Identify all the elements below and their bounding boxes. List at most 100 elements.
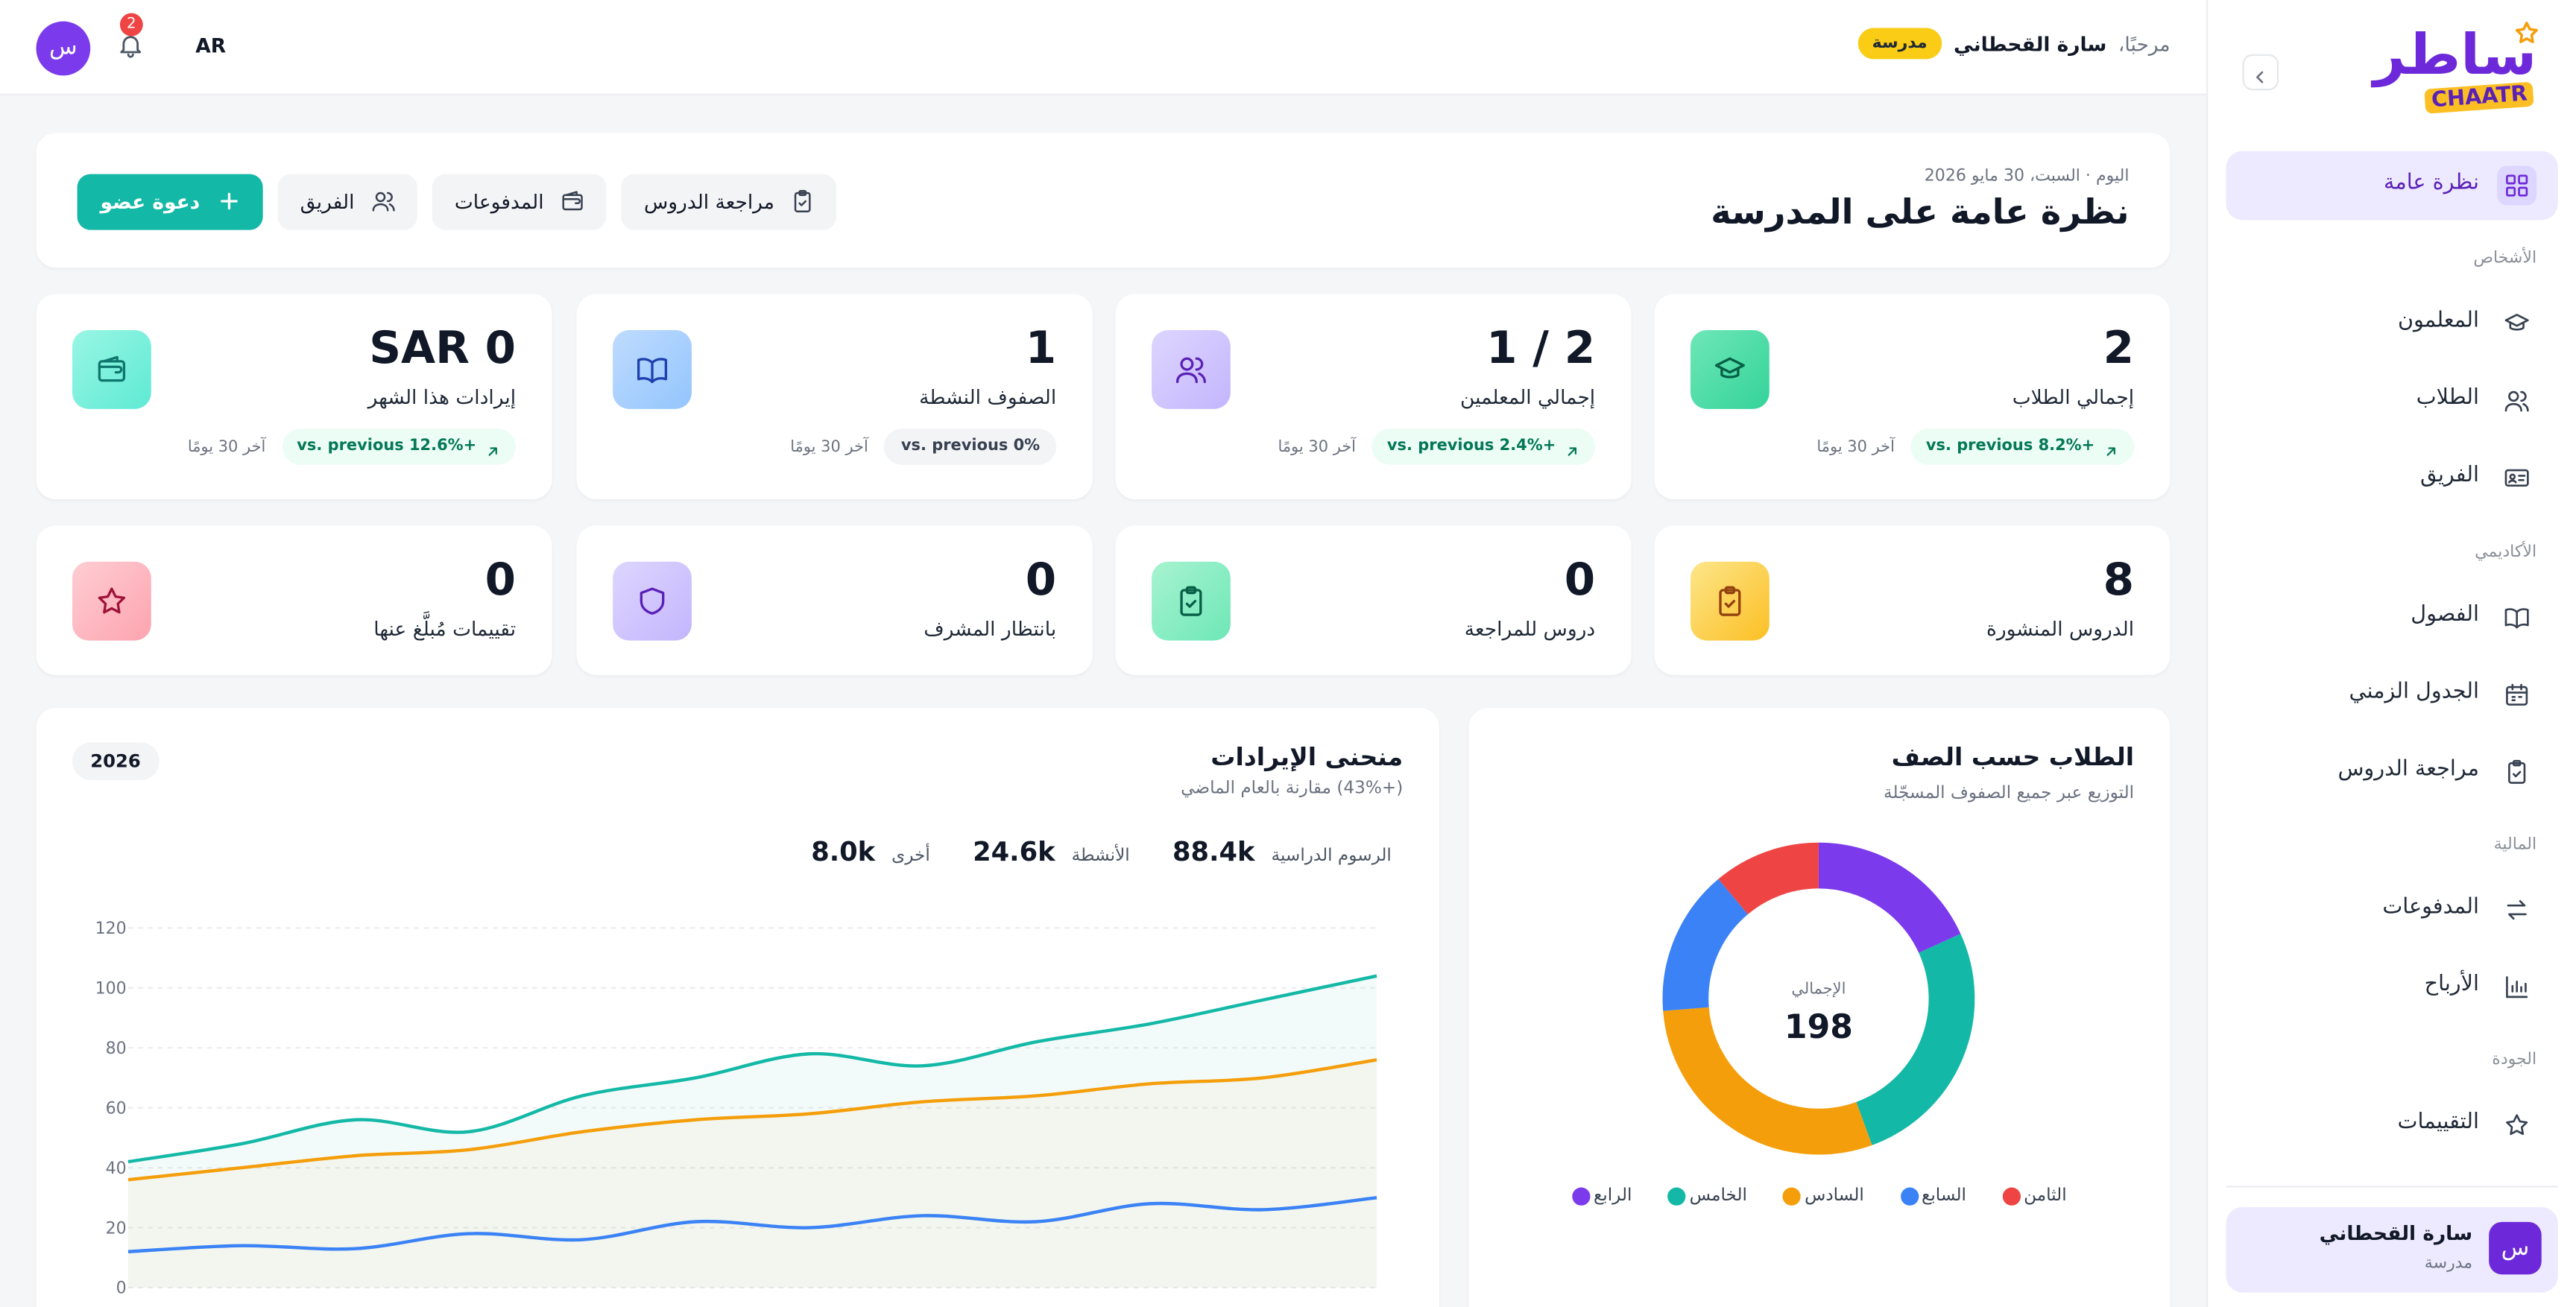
- action-button[interactable]: دعوة عضو: [77, 174, 262, 230]
- avatar[interactable]: س: [36, 21, 91, 76]
- icon-part: [562, 191, 581, 204]
- icon-part: [2507, 899, 2527, 920]
- nav-label: التقييمات: [2397, 1110, 2479, 1136]
- legend-item: الثامن: [2002, 1186, 2067, 1206]
- area-fill: [127, 975, 1377, 1288]
- nav-item[interactable]: الفريق: [2226, 443, 2558, 513]
- legend-label: الرابع: [1593, 1186, 1632, 1206]
- user-card[interactable]: س سارة القحطاني مدرسة: [2226, 1206, 2558, 1293]
- icon-part: [2520, 390, 2529, 412]
- nav-item[interactable]: المدفوعات: [2226, 876, 2558, 945]
- year-badge[interactable]: 2026: [72, 742, 159, 780]
- chart-title: منحنى الإيرادات: [1210, 742, 1404, 772]
- icon-part: [2106, 447, 2115, 456]
- icon: [791, 189, 815, 213]
- icon-part: [1175, 372, 1198, 384]
- grades-card: الطلاب حسب الصف التوزيع عبر جميع الصفوف ا…: [1468, 707, 2171, 1307]
- icon-part: [795, 192, 812, 213]
- icon-part: [1719, 586, 1741, 616]
- nav-label: الفصول: [2411, 602, 2479, 627]
- icon-part: [2256, 71, 2264, 83]
- sidebar: ساطر CHAATR نظرة عامة الأشخاص المعلمون الطلاب…: [2206, 0, 2576, 1307]
- nav-item[interactable]: مراجعة الدروس: [2226, 738, 2558, 807]
- icon-part: [1180, 586, 1202, 616]
- nav-item[interactable]: الفصول: [2226, 583, 2558, 652]
- stat-trend: vs. previous 8.2%+ آخر 30 يومًا: [1816, 428, 2135, 465]
- nav-item[interactable]: التقييمات: [2226, 1091, 2558, 1160]
- collapse-button[interactable]: [2242, 54, 2279, 91]
- header-card: اليوم · السبت، 30 مايو 2026 نظرة عامة على…: [36, 133, 2171, 268]
- nav-item[interactable]: الجدول الزمني: [2226, 660, 2558, 730]
- language[interactable]: AR: [195, 34, 227, 58]
- icon: [484, 438, 501, 456]
- stat-value: 2: [2103, 323, 2135, 375]
- y-tick-label: 60: [106, 1099, 127, 1118]
- stat-value: 0: [1564, 554, 1596, 607]
- nav-label: الجدول الزمني: [2349, 680, 2479, 705]
- icon-part: [386, 192, 395, 212]
- icon: [636, 353, 669, 386]
- legend: الرابع الخامس السادس السابع الثامن: [1468, 1186, 2170, 1206]
- icon-part: [562, 191, 583, 211]
- legend-dot: [1783, 1186, 1802, 1205]
- greeting-text: مرحبًا،: [2118, 31, 2171, 55]
- nav-item[interactable]: المعلمون: [2226, 289, 2558, 358]
- legend-item: السادس: [1783, 1186, 1864, 1206]
- icon-part: [2504, 608, 2529, 629]
- icon-part: [120, 36, 142, 54]
- icon-part: [98, 587, 126, 614]
- nav-item[interactable]: الأرباح: [2226, 952, 2558, 1022]
- revenue-card: منحنى الإيرادات (+43%) مقارنة بالعام الما…: [36, 707, 1439, 1307]
- stat-card: 1 الصفوف النشطة vs. previous 0% آخر 30 يومً…: [576, 294, 1093, 500]
- icon-part: [1719, 589, 1741, 616]
- icon-part: [1724, 586, 1736, 595]
- stat-value: 0: [1025, 554, 1057, 607]
- nav-item[interactable]: الطلاب: [2226, 367, 2558, 436]
- chart-title: الطلاب حسب الصف: [1891, 742, 2135, 772]
- legend-label: السابع: [1922, 1186, 1966, 1206]
- icon-part: [2506, 1114, 2528, 1136]
- icon: [2504, 682, 2530, 708]
- date: اليوم · السبت، 30 مايو 2026: [1924, 167, 2130, 186]
- legend-item: السابع: [1900, 1186, 1966, 1206]
- stat-trend: vs. previous 12.6%+ آخر 30 يومًا: [188, 428, 517, 465]
- action-label: مراجعة الدروس: [643, 190, 774, 214]
- legend-label: الخامس: [1689, 1186, 1747, 1206]
- line-chart: 0 20 40 60 80 100 120: [95, 920, 1377, 1298]
- icon-part: [2508, 475, 2526, 484]
- y-tick-label: 20: [106, 1219, 127, 1238]
- icon-part: [2506, 976, 2528, 999]
- y-tick-label: 0: [116, 1279, 127, 1298]
- icon: [1714, 353, 1746, 386]
- action-button[interactable]: المدفوعات: [432, 174, 607, 230]
- icon-part: [1185, 586, 1197, 595]
- icon: [2504, 172, 2530, 198]
- icon: [1564, 438, 1580, 456]
- legend-label: الرسوم الدراسية: [1271, 846, 1392, 866]
- icon-part: [1568, 447, 1576, 456]
- nav-item[interactable]: نظرة عامة: [2226, 151, 2558, 221]
- notifications[interactable]: 2: [116, 13, 146, 61]
- icon: [2504, 759, 2530, 785]
- icon: [2504, 896, 2530, 923]
- stat-card: 1 / 2 إجمالي المعلمين vs. previous 2.4%+ آخ…: [1115, 294, 1632, 500]
- series-line: [127, 1058, 1377, 1182]
- icon: [636, 585, 669, 618]
- donut-segment: [1818, 842, 1961, 954]
- nav-section: الأكاديمي: [2475, 543, 2537, 562]
- legend-label: أخرى: [891, 846, 930, 866]
- icon-part: [1568, 447, 1576, 456]
- stat-label: إجمالي المعلمين: [1459, 385, 1596, 409]
- icon-part: [98, 360, 126, 382]
- icon-part: [220, 192, 238, 210]
- icon-part: [1195, 357, 1206, 384]
- icon-part: [2515, 22, 2538, 43]
- icon-part: [488, 447, 497, 456]
- action-button[interactable]: الفريق: [277, 174, 417, 230]
- action-button[interactable]: مراجعة الدروس: [621, 174, 837, 230]
- icon-part: [372, 203, 388, 212]
- icon: [1714, 585, 1746, 618]
- stat-value: SAR 0: [369, 323, 517, 375]
- user-name: سارة القحطاني: [1953, 31, 2107, 55]
